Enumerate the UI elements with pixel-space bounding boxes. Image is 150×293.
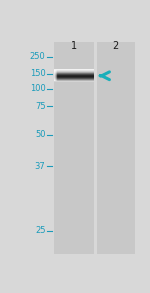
Bar (56, 70, 57, 81)
Text: 150: 150 (30, 69, 45, 79)
Bar (55, 70, 56, 81)
Text: 250: 250 (30, 52, 45, 61)
Bar (55, 70, 56, 81)
Text: 75: 75 (35, 101, 45, 110)
Text: 2: 2 (113, 41, 119, 51)
Bar (55, 70, 56, 81)
Bar (55, 70, 56, 81)
Text: 37: 37 (35, 161, 45, 171)
Bar (57, 70, 58, 81)
Bar (54, 70, 55, 81)
Bar (54, 70, 55, 81)
Bar (54, 42, 94, 254)
Bar (56, 70, 57, 81)
Bar (56, 70, 57, 81)
Bar (57, 70, 58, 81)
Bar (56, 70, 57, 81)
Bar (54, 70, 55, 81)
Text: 25: 25 (35, 226, 45, 236)
Bar (54, 70, 55, 81)
Bar (55, 70, 56, 81)
Bar (56, 70, 57, 81)
Bar (97, 42, 135, 254)
Text: 1: 1 (71, 41, 77, 51)
Bar (55, 70, 56, 81)
Bar (54, 70, 55, 81)
Text: 100: 100 (30, 84, 45, 93)
Bar (54, 70, 55, 81)
Bar (56, 70, 57, 81)
Text: 50: 50 (35, 130, 45, 139)
